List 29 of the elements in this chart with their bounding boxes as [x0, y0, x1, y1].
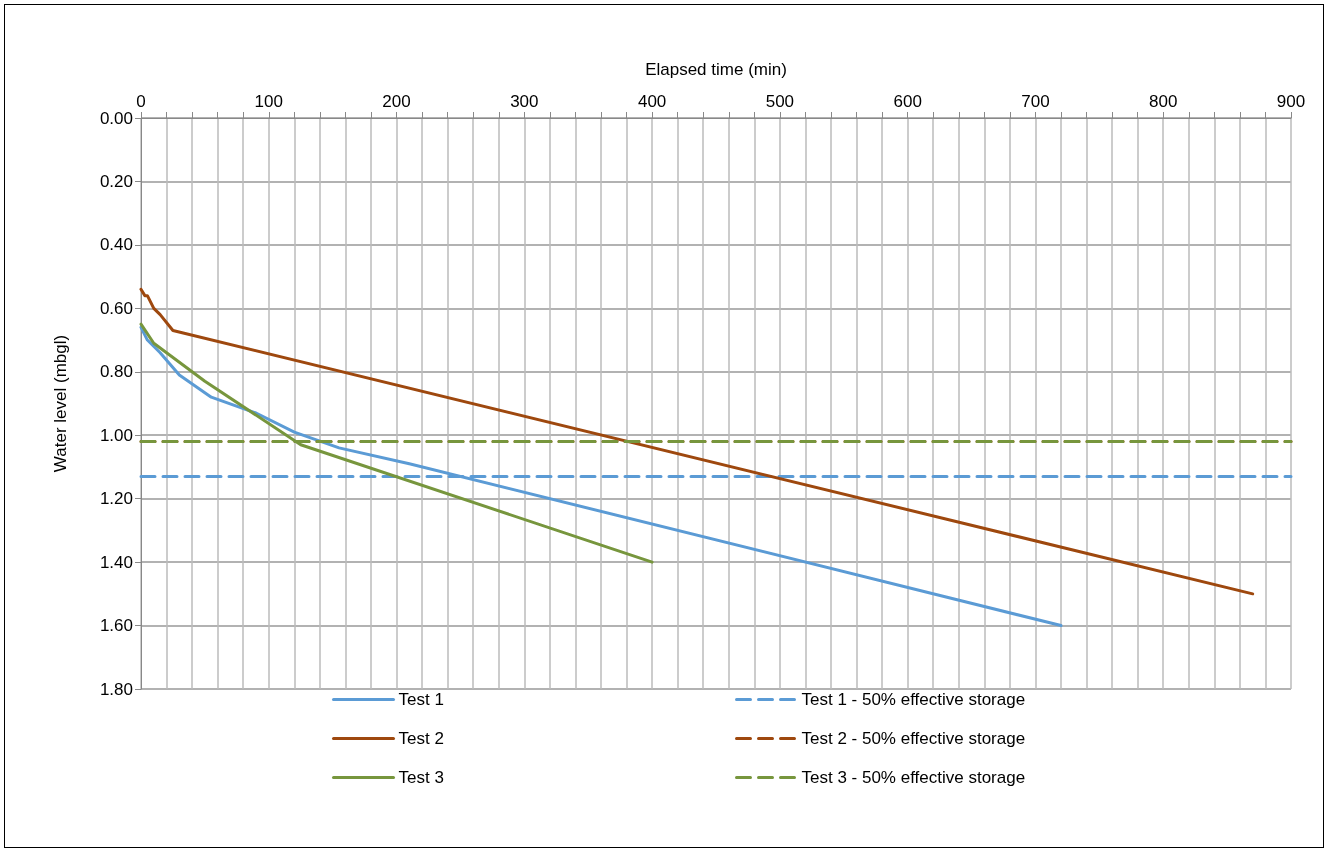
- y-tick-label: 1.60: [99, 616, 133, 636]
- y-tick-label: 1.00: [99, 425, 133, 445]
- y-tick-label: 1.80: [99, 679, 133, 699]
- y-tick-label: 0.40: [99, 235, 133, 255]
- y-tick-label: 0.80: [99, 362, 133, 382]
- x-tick-label: 800: [1149, 92, 1178, 111]
- x-tick-label: 600: [893, 92, 922, 111]
- y-tick-label: 1.40: [99, 552, 133, 572]
- x-tick-label: 700: [1021, 92, 1050, 111]
- y-axis-title: Water level (mbgl): [51, 334, 70, 473]
- legend-label: Test 1 - 50% effective storage: [801, 690, 1026, 709]
- x-tick-label: 500: [765, 92, 795, 111]
- legend-label: Test 1: [398, 690, 444, 709]
- line-series: [139, 287, 1255, 596]
- y-tick-label: 0.60: [99, 298, 133, 318]
- x-tick-label: 300: [510, 92, 539, 111]
- x-tick-label: 200: [382, 92, 411, 111]
- x-tick-label: 900: [1276, 92, 1306, 111]
- y-tick-label: 0.20: [99, 171, 133, 191]
- legend-label: Test 2: [398, 729, 444, 748]
- x-tick-label: 0: [136, 92, 146, 111]
- legend-label: Test 2 - 50% effective storage: [801, 729, 1026, 748]
- y-tick-label: 0.00: [99, 108, 133, 128]
- x-tick-label: 100: [254, 92, 283, 111]
- y-tick-label: 1.20: [99, 489, 133, 509]
- legend-label: Test 3: [398, 768, 444, 787]
- x-tick-label: 400: [637, 92, 667, 111]
- legend-label: Test 3 - 50% effective storage: [801, 768, 1026, 787]
- x-axis-title: Elapsed time (min): [645, 60, 787, 79]
